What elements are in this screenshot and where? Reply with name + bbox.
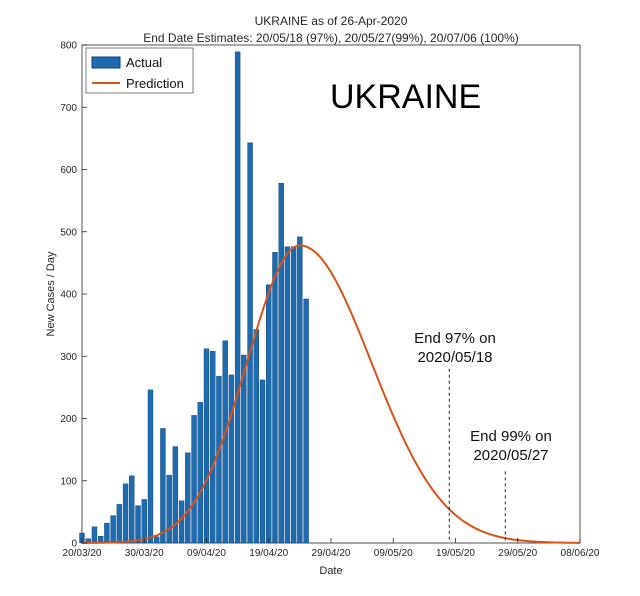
x-tick-label-5: 09/05/20	[374, 548, 413, 559]
x-tick-label-2: 09/04/20	[187, 548, 226, 559]
bar-2020-04-04	[172, 446, 179, 544]
bar-2020-04-09	[203, 348, 210, 544]
annotation-99-line2: 2020/05/27	[473, 447, 548, 464]
bar-2020-03-28	[129, 475, 135, 544]
prediction-line	[81, 244, 581, 544]
bar-2020-04-13	[228, 374, 235, 544]
bar-2020-03-24	[104, 522, 110, 544]
y-tick-label-400: 400	[60, 290, 77, 301]
x-axis: 20/03/20 30/03/20 09/04/20 19/04/20 29/04/20…	[63, 538, 600, 559]
bar-2020-04-19	[266, 284, 272, 544]
bar-2020-04-12	[222, 340, 228, 544]
big-country-label: UKRAINE	[330, 78, 481, 116]
legend: Actual Prediction	[85, 47, 194, 94]
bar-2020-04-25	[303, 298, 309, 544]
bar-2020-04-06	[185, 452, 191, 544]
bar-2020-03-26	[116, 504, 123, 544]
x-tick-label-3: 19/04/20	[249, 548, 288, 559]
bar-2020-04-10	[210, 351, 216, 544]
plot-area	[81, 44, 581, 544]
legend-actual-label: Actual	[126, 55, 162, 70]
bar-2020-03-29	[135, 505, 141, 544]
y-tick-label-700: 700	[60, 103, 77, 114]
x-tick-label-6: 19/05/20	[436, 548, 475, 559]
bar-2020-03-22	[91, 526, 98, 544]
bar-2020-03-31	[147, 389, 154, 544]
y-tick-label-800: 800	[60, 41, 77, 52]
bar-2020-04-17	[253, 329, 259, 544]
y-tick-label-0: 0	[71, 539, 77, 550]
x-tick-label-0: 20/03/20	[63, 548, 102, 559]
y-axis: 0 100 200 300 400 500 600 700 800	[60, 41, 87, 550]
x-axis-label: Date	[319, 565, 342, 577]
bar-2020-04-05	[178, 500, 185, 544]
y-tick-label-600: 600	[60, 165, 77, 176]
y-tick-label-200: 200	[60, 414, 77, 425]
bars-group	[79, 51, 309, 544]
chart-title: UKRAINE as of 26-Apr-2020	[255, 14, 408, 28]
y-tick-label-100: 100	[60, 476, 77, 487]
bar-2020-04-15	[241, 354, 247, 544]
y-tick-label-300: 300	[60, 352, 77, 363]
annotation-97-line1: End 97% on	[414, 330, 496, 347]
bar-2020-04-20	[272, 252, 278, 544]
legend-actual-swatch	[91, 56, 121, 69]
annotation-99-line1: End 99% on	[470, 428, 552, 445]
bar-2020-03-27	[122, 483, 129, 544]
bar-2020-04-11	[216, 375, 222, 544]
y-axis-label: New Cases / Day	[45, 251, 57, 336]
bar-2020-04-21	[278, 182, 284, 544]
annotation-97-line2: 2020/05/18	[417, 349, 492, 366]
bar-2020-04-02	[160, 428, 166, 544]
bar-2020-03-30	[141, 499, 147, 544]
bar-2020-04-18	[259, 379, 266, 544]
legend-prediction-label: Prediction	[126, 76, 184, 91]
annotation-lines	[448, 368, 506, 543]
y-tick-label-500: 500	[60, 227, 77, 238]
chart-subtitle: End Date Estimates: 20/05/18 (97%), 20/0…	[143, 31, 519, 45]
bar-2020-04-03	[166, 474, 172, 544]
x-tick-label-4: 29/04/20	[312, 548, 351, 559]
bar-2020-04-23	[290, 246, 297, 544]
bar-2020-04-07	[191, 415, 197, 544]
bar-2020-04-22	[284, 246, 291, 544]
bar-2020-04-14	[234, 51, 241, 544]
x-tick-label-8: 08/06/20	[561, 548, 600, 559]
legend-box	[85, 47, 194, 94]
x-tick-label-7: 29/05/20	[498, 548, 537, 559]
bar-2020-04-08	[197, 402, 203, 544]
x-tick-label-1: 30/03/20	[125, 548, 164, 559]
bar-2020-04-24	[297, 236, 303, 544]
bar-2020-03-25	[110, 515, 116, 544]
bar-2020-04-01	[154, 536, 160, 544]
